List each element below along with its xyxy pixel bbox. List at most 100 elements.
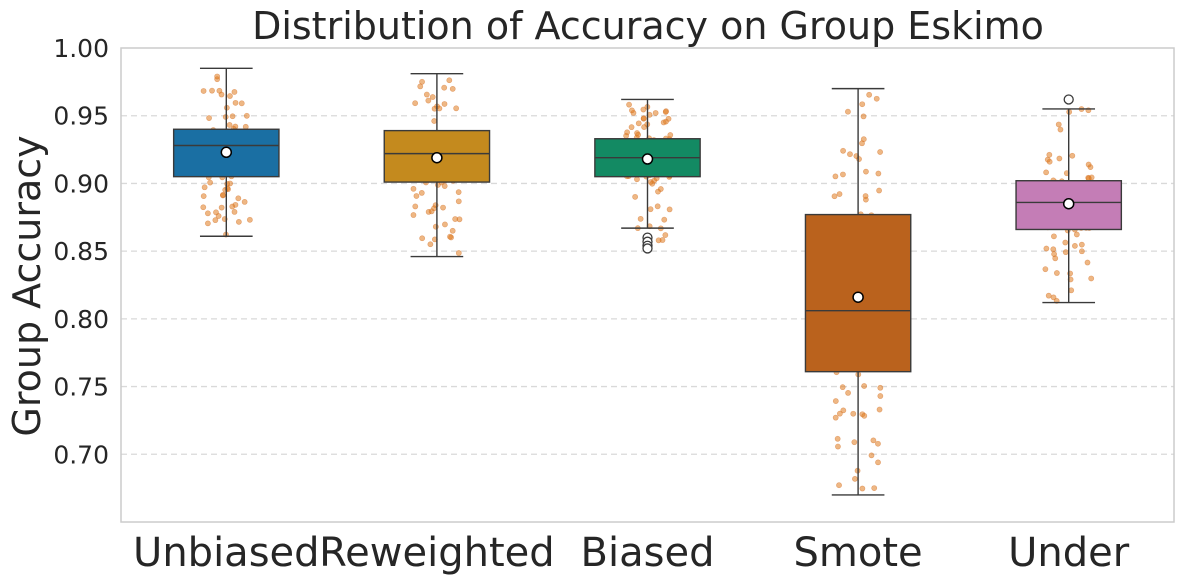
y-tick-label: 0.80 (53, 305, 109, 334)
jitter-point (863, 168, 869, 175)
y-tick-label: 0.90 (53, 169, 109, 198)
jitter-point (206, 115, 212, 121)
jitter-point (836, 191, 843, 197)
x-tick-label: Biased (581, 530, 715, 576)
jitter-point (1055, 121, 1062, 128)
y-tick-label: 0.70 (53, 440, 109, 469)
jitter-point (860, 136, 867, 143)
jitter-point (662, 232, 669, 238)
jitter-point (840, 147, 846, 154)
jitter-point (235, 195, 242, 202)
jitter-point (1053, 270, 1060, 276)
jitter-point (441, 84, 448, 91)
box-group-under (1015, 94, 1123, 304)
jitter-point (427, 241, 434, 248)
jitter-point (246, 216, 253, 223)
jitter-point (660, 119, 667, 126)
mean-marker (852, 291, 864, 303)
jitter-point (200, 88, 207, 94)
jitter-point (840, 171, 846, 178)
jitter-point (1073, 231, 1080, 238)
jitter-point (1051, 251, 1058, 258)
jitter-point (218, 204, 225, 211)
jitter-point (655, 188, 661, 195)
y-tick-label: 0.85 (53, 237, 109, 266)
jitter-point (832, 414, 839, 421)
jitter-point (449, 85, 456, 92)
box-group-smote (804, 87, 912, 496)
jitter-point (862, 193, 869, 199)
jitter-point (1071, 242, 1078, 249)
jitter-point (431, 205, 437, 212)
box-group-reweighted (383, 73, 491, 258)
mean-marker (1062, 197, 1075, 210)
boxes (172, 67, 1123, 496)
jitter-point (635, 131, 641, 138)
jitter-point (1078, 241, 1085, 248)
jitter-point (1051, 233, 1057, 240)
jitter-point (431, 118, 438, 124)
y-tick-label: 0.95 (53, 102, 109, 131)
jitter-point (455, 250, 462, 256)
jitter-point (832, 173, 839, 180)
jitter-point (1050, 246, 1057, 253)
jitter-point (227, 93, 233, 99)
jitter-point (1069, 152, 1076, 159)
jitter-point (417, 83, 424, 90)
jitter-point (216, 87, 223, 94)
jitter-point (1088, 275, 1095, 282)
jitter-point (238, 100, 245, 107)
jitter-point (243, 112, 250, 119)
jitter-point (662, 109, 669, 115)
jitter-point (847, 151, 853, 158)
jitter-point (1057, 126, 1064, 133)
jitter-point (1042, 266, 1049, 273)
jitter-point (446, 77, 453, 84)
mean-marker (431, 151, 443, 164)
jitter-point (831, 193, 838, 200)
jitter-point (873, 95, 880, 102)
jitter-point (875, 170, 882, 177)
x-tick-label: Smote (794, 530, 923, 576)
jitter-point (845, 390, 851, 396)
x-tick-label: Unbiased (133, 530, 319, 576)
jitter-point (452, 216, 459, 222)
jitter-point (845, 108, 851, 115)
jitter-point (861, 383, 868, 389)
jitter-point (436, 105, 443, 112)
outlier-point (1063, 94, 1074, 105)
jitter-point (866, 91, 873, 98)
jitter-point (839, 384, 846, 391)
jitter-point (628, 124, 635, 131)
jitter-point (876, 187, 883, 194)
jitter-point (661, 216, 668, 223)
jitter-point (200, 193, 207, 200)
jitter-point (419, 235, 426, 242)
jitter-point (214, 73, 221, 80)
jitter-point (868, 452, 875, 459)
jitter-point (840, 407, 847, 414)
jitter-point (877, 149, 884, 155)
y-tick-labels: 0.70 0.75 0.80 0.85 0.90 0.95 1.00 (53, 34, 109, 469)
jitter-point (832, 398, 839, 404)
jitter-point (213, 209, 219, 216)
jitter-point (655, 237, 662, 244)
jitter-point (640, 106, 647, 113)
jitter-point (442, 221, 448, 228)
jitter-point (877, 393, 884, 399)
jitter-point (1078, 248, 1085, 255)
jitter-point (666, 206, 673, 213)
jitter-point (429, 94, 436, 100)
outlier-point (642, 243, 653, 254)
jitter-point (1043, 169, 1050, 176)
plot-frame (120, 47, 1175, 523)
jitter-point (204, 220, 211, 227)
jitter-point (1085, 161, 1092, 168)
jitter-point (632, 193, 639, 200)
mean-marker (641, 153, 654, 165)
jitter-point (410, 185, 417, 192)
jitter-point (859, 101, 866, 108)
jitter-point (860, 113, 867, 120)
y-axis-label: Group Accuracy (5, 135, 49, 436)
